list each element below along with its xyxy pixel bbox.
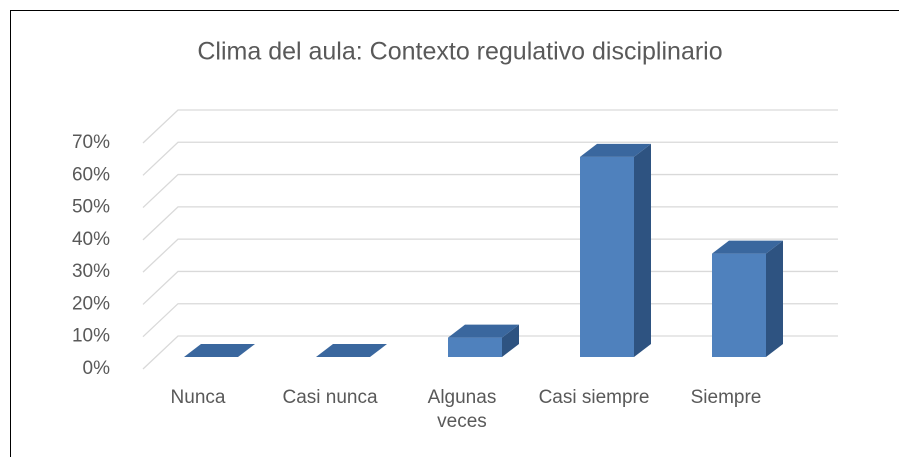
bar [316,344,387,357]
grid-line [142,206,838,241]
bar-front [580,156,634,357]
grid-line [142,109,838,144]
grid-line [142,173,838,209]
bar-top [580,143,651,157]
frame [10,10,899,457]
x-tick-label: Nunca [170,387,226,408]
y-tick-label: 40% [72,229,110,250]
bar [184,344,255,357]
y-tick-label: 30% [72,261,110,282]
y-tick-label: 0% [83,358,111,379]
bar-side [766,240,783,357]
y-tick-label: 70% [72,132,110,153]
bar [712,240,783,357]
x-tick-label: Algunas veces [427,387,497,432]
bar [580,143,651,357]
bar-side [502,324,519,357]
bar-top [184,344,255,357]
bar-top [448,324,519,338]
bar-front [448,337,502,357]
bar-top [712,240,783,254]
bar-front [712,253,766,357]
y-tick-label: 20% [72,293,110,314]
bar-top [316,344,387,357]
chart-title: Clima del aula: Contexto regulativo disc… [197,38,722,66]
x-tick-label: Casi siempre [538,387,650,408]
grid-line [142,141,838,176]
x-tick-label: Casi nunca [282,387,378,408]
bar-side [634,143,651,357]
bar [448,324,519,357]
y-tick-label: 50% [72,197,110,218]
y-tick-label: 10% [72,326,110,347]
y-tick-label: 60% [72,164,110,185]
x-tick-label: Siempre [690,387,762,408]
